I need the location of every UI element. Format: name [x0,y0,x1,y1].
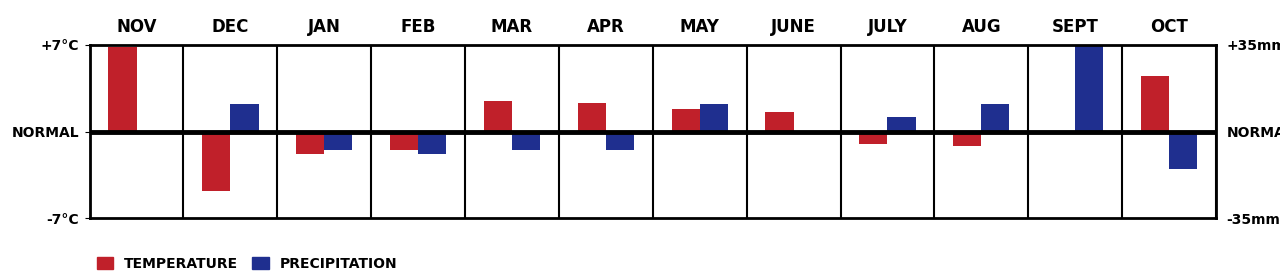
Bar [765,112,794,132]
Bar [605,132,634,150]
Bar [324,132,352,150]
Bar [887,117,915,132]
Bar [390,132,419,150]
Bar [1169,132,1197,169]
Bar [109,47,137,132]
Bar [419,132,447,154]
Bar [1140,76,1169,132]
Bar [859,132,887,144]
Bar [202,132,230,191]
Legend: TEMPERATURE, PRECIPITATION: TEMPERATURE, PRECIPITATION [96,256,398,270]
Bar [982,104,1010,132]
Bar [230,104,259,132]
Bar [954,132,982,146]
Bar [296,132,324,154]
Bar [512,132,540,150]
Bar [484,101,512,132]
Bar [577,103,605,132]
Bar [1075,45,1103,132]
Bar [672,109,700,132]
Bar [700,104,728,132]
